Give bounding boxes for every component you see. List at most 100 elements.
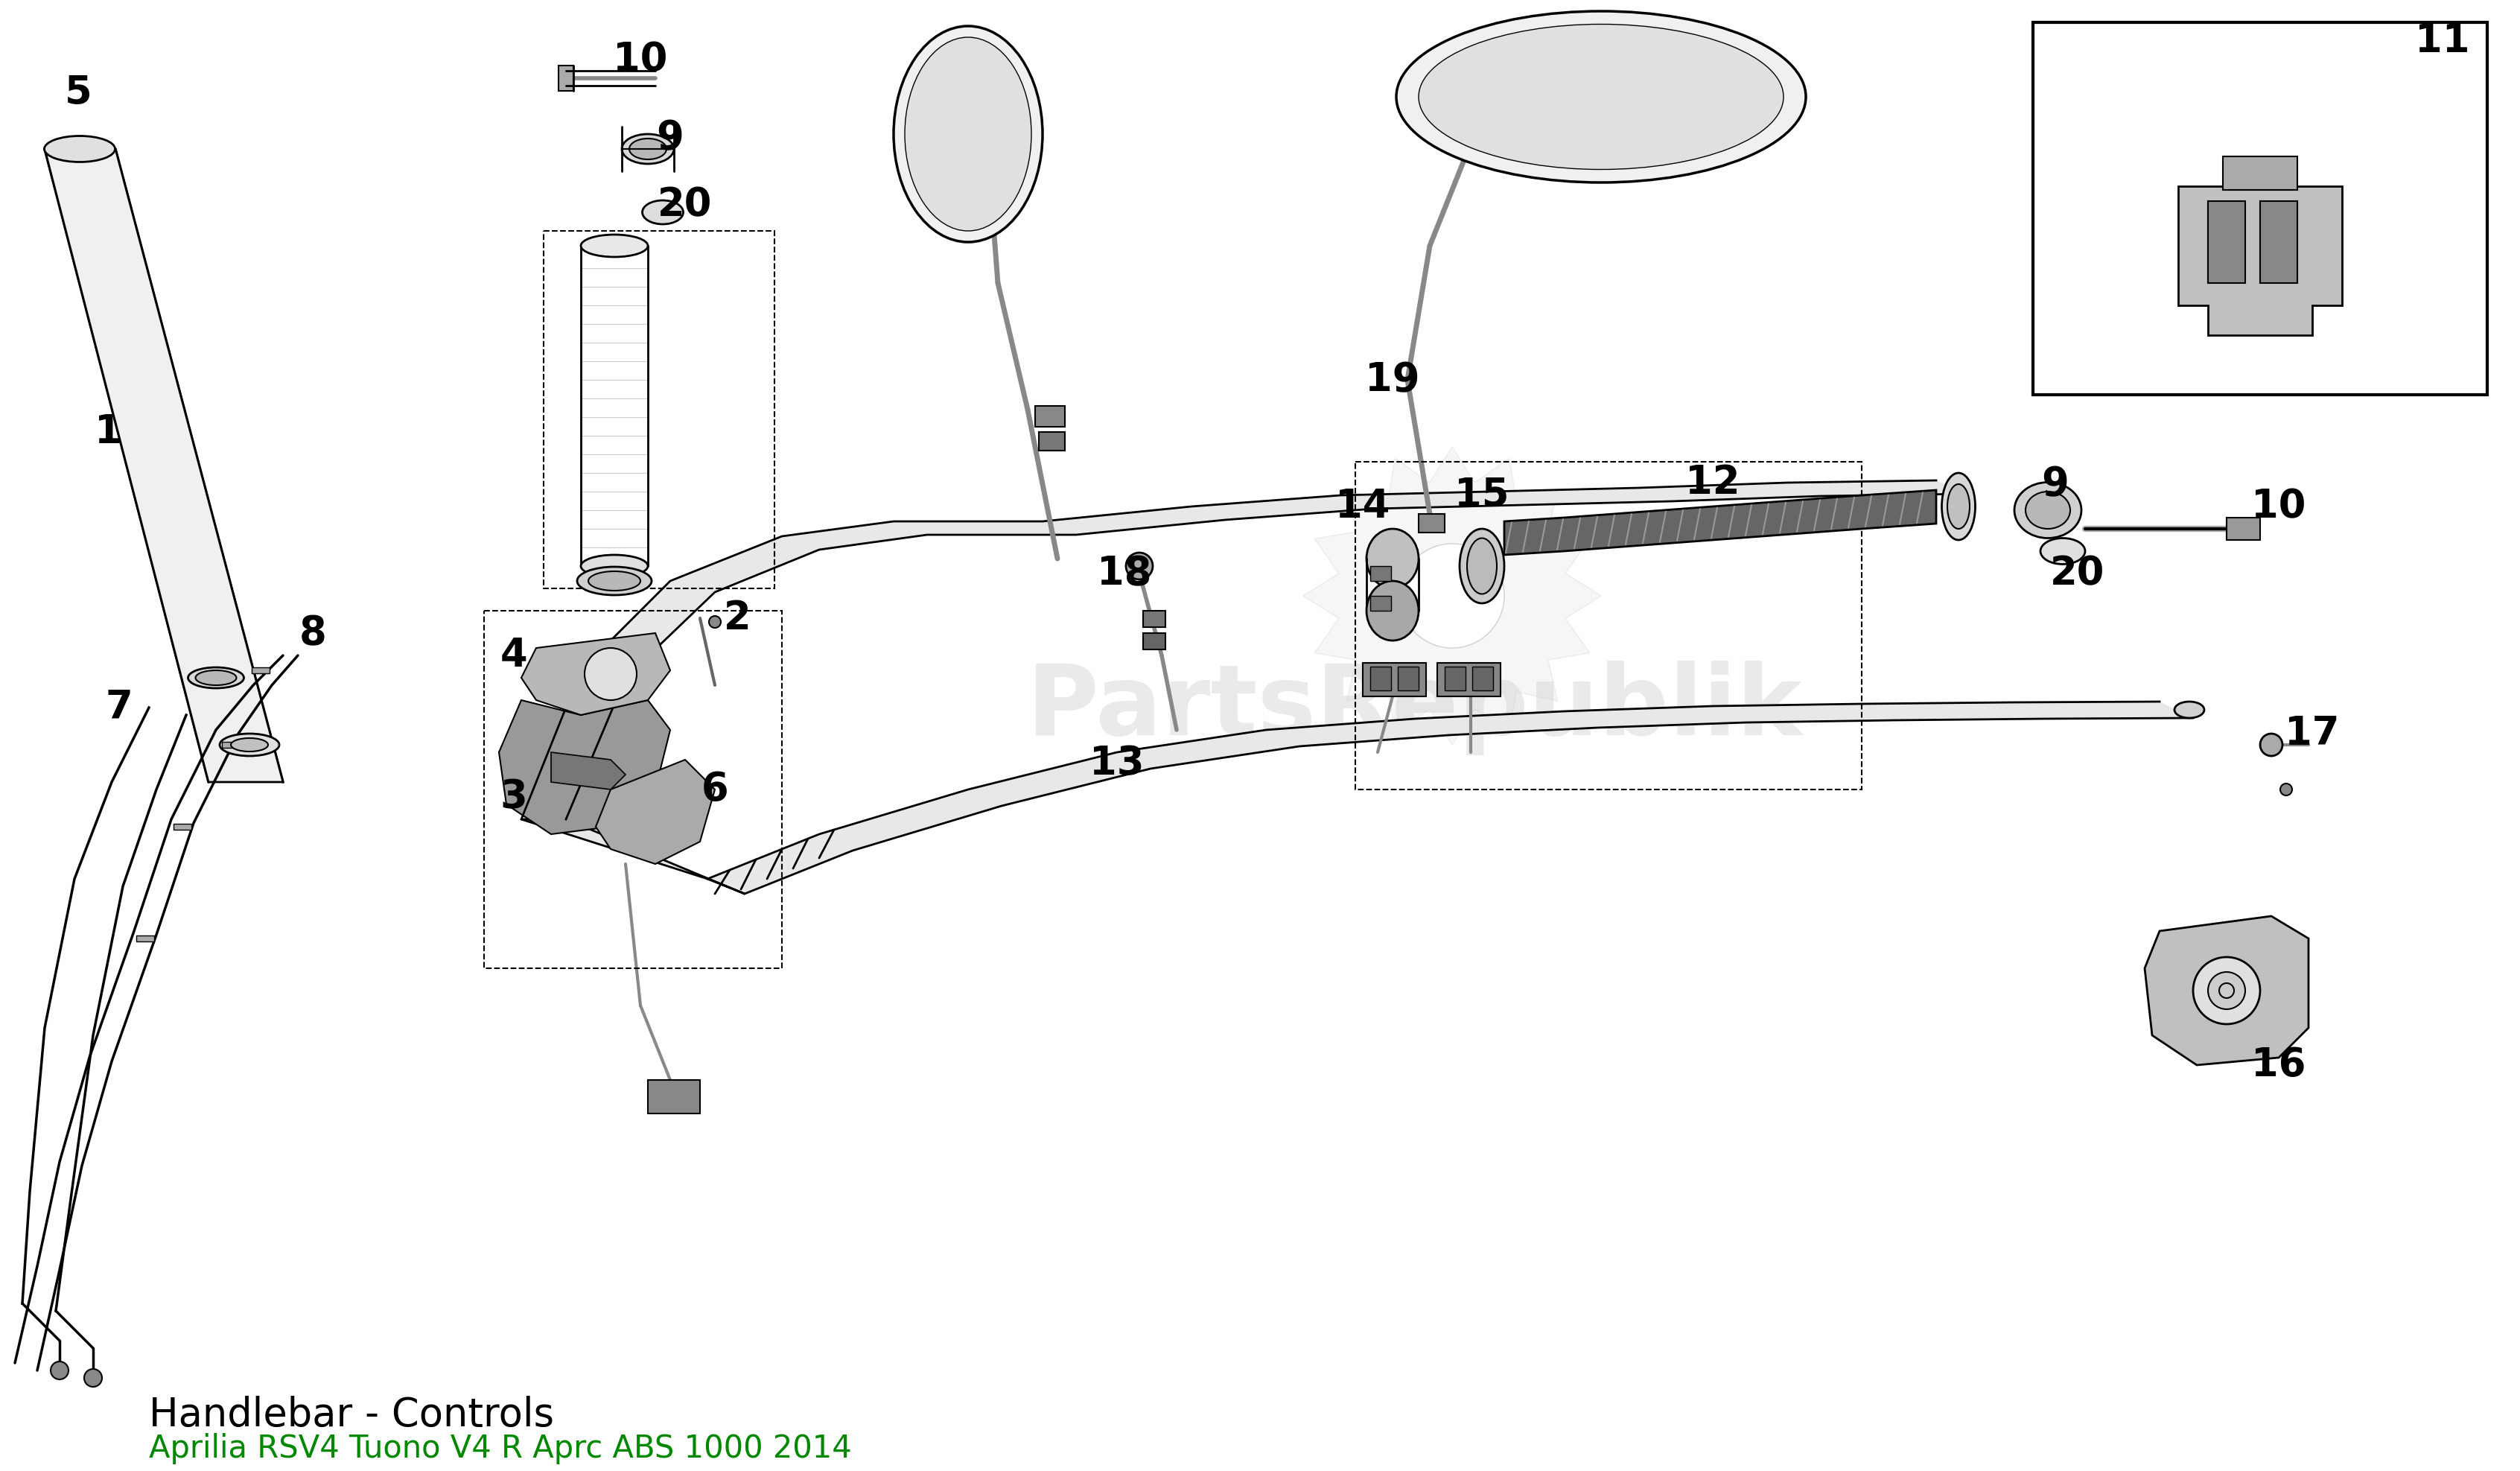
Text: 14: 14 bbox=[1336, 487, 1391, 525]
Circle shape bbox=[2208, 972, 2245, 1009]
Polygon shape bbox=[708, 702, 2192, 894]
Ellipse shape bbox=[587, 571, 640, 591]
Bar bbox=[1472, 666, 1492, 690]
Ellipse shape bbox=[905, 37, 1031, 231]
Polygon shape bbox=[552, 752, 625, 790]
Text: 10: 10 bbox=[2250, 487, 2306, 525]
Bar bbox=[1356, 462, 1862, 790]
Text: 17: 17 bbox=[2286, 715, 2339, 753]
Text: Aprilia RSV4 Tuono V4 R Aprc ABS 1000 2014: Aprilia RSV4 Tuono V4 R Aprc ABS 1000 20… bbox=[149, 1433, 852, 1464]
Ellipse shape bbox=[622, 134, 673, 163]
Circle shape bbox=[83, 1370, 101, 1387]
Bar bbox=[252, 668, 270, 674]
Ellipse shape bbox=[643, 200, 683, 224]
Bar bbox=[1436, 663, 1499, 696]
Bar bbox=[1144, 610, 1164, 627]
Bar bbox=[648, 1080, 701, 1114]
Polygon shape bbox=[45, 149, 282, 783]
Text: 11: 11 bbox=[2414, 22, 2470, 60]
Text: 1: 1 bbox=[93, 413, 121, 452]
Text: 19: 19 bbox=[1366, 360, 1419, 399]
Text: 4: 4 bbox=[499, 635, 527, 675]
Circle shape bbox=[708, 616, 721, 628]
Polygon shape bbox=[595, 759, 716, 863]
Text: 13: 13 bbox=[1089, 744, 1144, 783]
Polygon shape bbox=[522, 819, 746, 894]
Ellipse shape bbox=[630, 138, 665, 159]
Bar bbox=[1371, 596, 1391, 610]
Ellipse shape bbox=[232, 738, 267, 752]
Circle shape bbox=[2281, 784, 2293, 796]
Bar bbox=[1371, 666, 1391, 690]
Circle shape bbox=[585, 649, 638, 700]
Text: 15: 15 bbox=[1454, 477, 1509, 515]
Text: 8: 8 bbox=[300, 613, 328, 653]
Text: PartsRepublik: PartsRepublik bbox=[1028, 660, 1802, 755]
Text: 20: 20 bbox=[658, 185, 713, 224]
Ellipse shape bbox=[1467, 538, 1497, 594]
Ellipse shape bbox=[577, 566, 653, 596]
Ellipse shape bbox=[1459, 528, 1504, 603]
Ellipse shape bbox=[2175, 702, 2205, 718]
Bar bbox=[174, 824, 192, 830]
Text: 16: 16 bbox=[2250, 1046, 2306, 1084]
Text: 3: 3 bbox=[499, 778, 527, 816]
Ellipse shape bbox=[1366, 528, 1419, 588]
Text: 2: 2 bbox=[723, 599, 751, 637]
Circle shape bbox=[1401, 544, 1504, 649]
Ellipse shape bbox=[1366, 581, 1419, 640]
Text: 10: 10 bbox=[612, 40, 668, 79]
Bar bbox=[2260, 202, 2298, 282]
Bar bbox=[484, 610, 781, 968]
Text: Handlebar - Controls: Handlebar - Controls bbox=[149, 1396, 554, 1434]
Ellipse shape bbox=[45, 135, 116, 162]
Ellipse shape bbox=[1396, 12, 1807, 182]
Bar bbox=[1363, 663, 1426, 696]
Text: 7: 7 bbox=[106, 688, 134, 727]
Polygon shape bbox=[522, 633, 670, 715]
Ellipse shape bbox=[1419, 24, 1784, 169]
Text: 18: 18 bbox=[1096, 555, 1152, 593]
Polygon shape bbox=[499, 700, 670, 834]
Ellipse shape bbox=[580, 555, 648, 577]
Text: 6: 6 bbox=[701, 771, 728, 809]
Bar bbox=[544, 231, 774, 588]
Ellipse shape bbox=[1948, 484, 1971, 528]
Bar bbox=[1371, 566, 1391, 581]
Ellipse shape bbox=[189, 668, 244, 688]
Text: 9: 9 bbox=[658, 119, 683, 157]
Polygon shape bbox=[2145, 916, 2308, 1065]
Ellipse shape bbox=[895, 26, 1043, 243]
Bar bbox=[559, 66, 575, 91]
Circle shape bbox=[2260, 734, 2283, 756]
Polygon shape bbox=[1504, 490, 1935, 555]
Bar bbox=[2208, 202, 2245, 282]
Bar bbox=[136, 936, 154, 941]
Ellipse shape bbox=[2013, 482, 2082, 538]
Ellipse shape bbox=[1943, 474, 1976, 540]
Text: 5: 5 bbox=[66, 74, 91, 112]
Bar bbox=[1038, 432, 1066, 450]
Circle shape bbox=[1126, 553, 1152, 580]
Bar bbox=[1399, 666, 1419, 690]
Bar bbox=[1036, 406, 1066, 427]
Circle shape bbox=[50, 1362, 68, 1380]
Ellipse shape bbox=[580, 234, 648, 257]
Text: 12: 12 bbox=[1686, 463, 1741, 502]
Bar bbox=[2223, 156, 2298, 190]
Ellipse shape bbox=[2041, 538, 2084, 565]
Text: 9: 9 bbox=[2041, 465, 2069, 503]
Bar bbox=[222, 741, 239, 747]
Ellipse shape bbox=[197, 671, 237, 685]
Bar bbox=[1144, 633, 1164, 650]
Circle shape bbox=[2192, 958, 2260, 1024]
Ellipse shape bbox=[219, 734, 280, 756]
Text: 20: 20 bbox=[2051, 555, 2104, 593]
Ellipse shape bbox=[2026, 491, 2071, 528]
Bar bbox=[2228, 518, 2260, 540]
Bar bbox=[1444, 666, 1467, 690]
Bar bbox=[1419, 513, 1444, 533]
Polygon shape bbox=[2177, 187, 2341, 335]
Polygon shape bbox=[1303, 447, 1600, 744]
Bar bbox=[2034, 22, 2487, 394]
